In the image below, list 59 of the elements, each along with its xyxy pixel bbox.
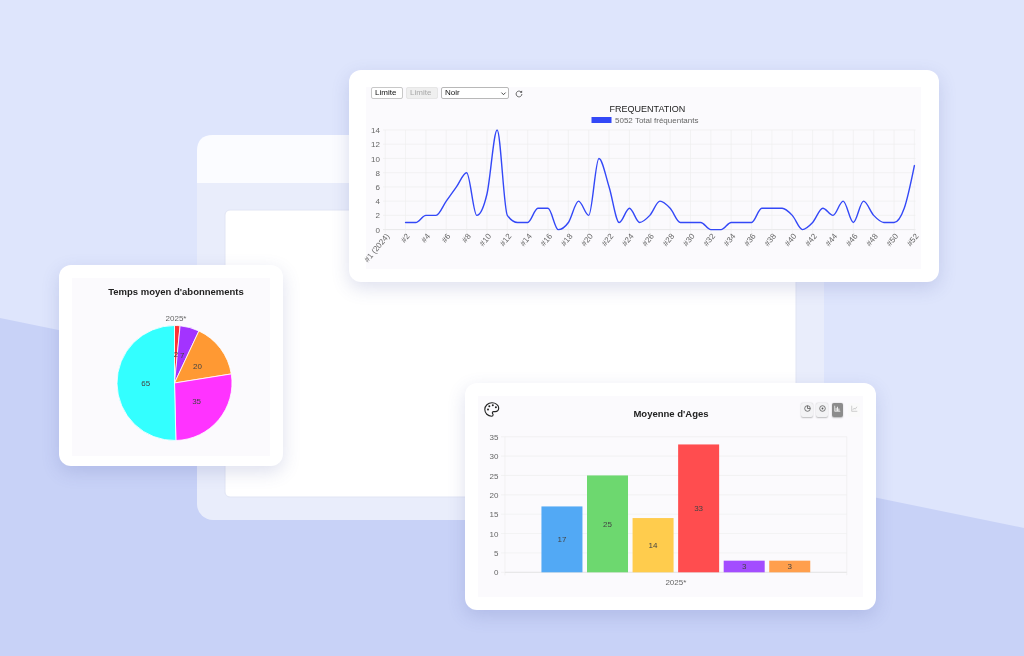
bar	[587, 475, 629, 573]
data-label: 17	[557, 535, 567, 545]
data-label: 25	[603, 519, 613, 529]
y-tick-label: 6	[375, 182, 381, 192]
data-label: 35	[192, 397, 202, 407]
bar	[769, 560, 811, 573]
x-tick-label: #52	[905, 231, 921, 248]
chart-title: Moyenne d'Ages	[633, 407, 709, 419]
x-tick-label: #34	[721, 231, 738, 248]
y-tick-label: 20	[489, 490, 500, 500]
x-tick-label: #46	[844, 231, 860, 248]
legend-label: 5052 Total fréquentants	[615, 116, 699, 126]
y-tick-label: 2	[375, 211, 381, 221]
line-series	[404, 129, 916, 231]
x-tick-label: #8	[460, 231, 474, 245]
bar	[678, 444, 720, 573]
x-tick-label: #30	[681, 231, 698, 248]
x-tick-label: #6	[439, 231, 453, 245]
y-tick-label: 10	[489, 529, 500, 539]
data-label: 3	[741, 562, 747, 572]
x-tick-label: #24	[620, 231, 636, 248]
y-tick-label: 4	[375, 197, 381, 207]
x-tick-label: #4	[419, 231, 433, 245]
data-label: 14	[648, 540, 659, 550]
data-label: 20	[193, 361, 203, 371]
x-tick-label: #12	[498, 231, 514, 248]
y-tick-label: 5	[494, 548, 500, 558]
y-tick-label: 10	[371, 154, 381, 164]
y-tick-label: 30	[489, 452, 500, 462]
dropdown: Noir	[441, 87, 509, 99]
chart-subtitle: 2025*	[165, 313, 187, 323]
y-tick-label: 35	[489, 432, 500, 442]
y-tick-label: 8	[375, 168, 381, 178]
data-label: 7	[179, 351, 185, 361]
bar	[723, 560, 765, 573]
y-tick-label: 0	[375, 225, 381, 235]
x-tick-label: #2	[399, 231, 413, 245]
x-tick-label: #18	[559, 231, 575, 248]
data-label: 3	[787, 562, 793, 572]
text-field: Limite	[406, 87, 438, 99]
bar	[541, 506, 583, 573]
y-tick-label: 15	[489, 510, 500, 520]
data-label: 33	[694, 504, 704, 514]
data-label: 65	[141, 379, 151, 389]
x-tick-label: #20	[579, 231, 596, 248]
x-tick-label: #14	[518, 231, 535, 248]
y-tick-label: 25	[489, 471, 500, 481]
chart-title: Temps moyen d'abonnements	[108, 286, 244, 297]
y-tick-label: 14	[371, 126, 381, 136]
x-tick-label: #26	[640, 231, 657, 248]
y-tick-label: 0	[494, 568, 500, 578]
bar	[632, 518, 674, 573]
y-tick-label: 12	[371, 140, 381, 150]
chart-title: FREQUENTATION	[609, 103, 686, 114]
x-tick-label: #36	[742, 231, 759, 248]
x-tick-label: #48	[864, 231, 881, 248]
data-label: 2	[173, 350, 179, 360]
text-field: Limite	[371, 87, 403, 99]
x-tick-label: #42	[803, 231, 820, 248]
